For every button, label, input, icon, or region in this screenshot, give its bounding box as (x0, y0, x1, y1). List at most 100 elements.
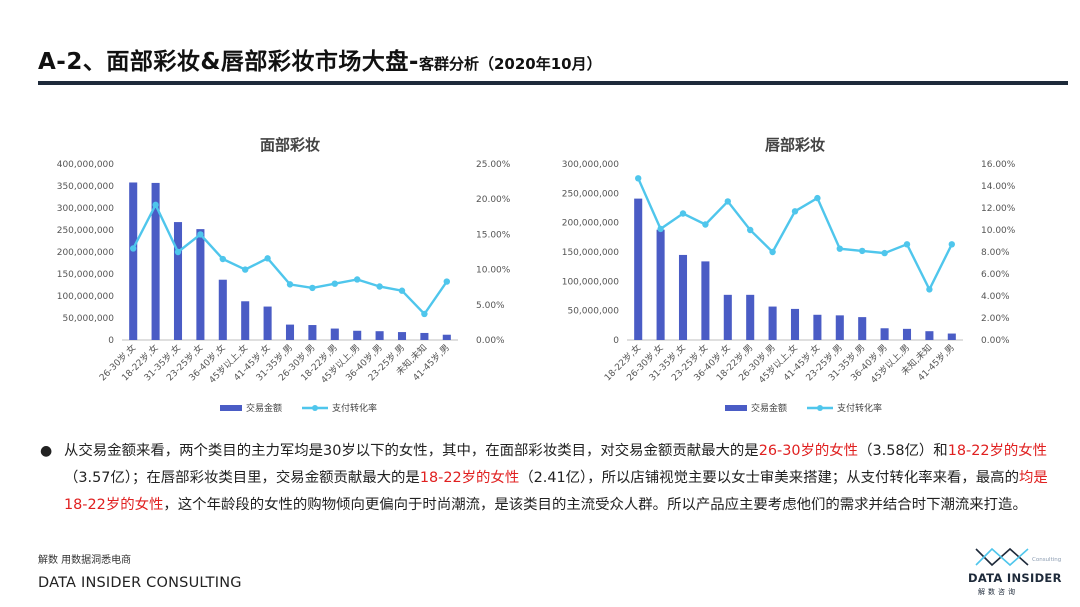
bar (129, 182, 138, 340)
conversion-rate-point (264, 255, 271, 262)
conversion-rate-point (769, 248, 776, 256)
bar (858, 317, 867, 340)
y2-tick-label: 4.00% (981, 292, 1010, 302)
bar (880, 328, 889, 340)
y-tick-label: 50,000,000 (62, 314, 114, 324)
bar (790, 308, 800, 340)
conversion-rate-point (174, 248, 182, 256)
y-tick-label: 100,000,000 (562, 277, 620, 287)
summary-text: ● 从交易金额来看，两个类目的主力军均是30岁以下的女性，其中，在面部彩妆类目，… (40, 438, 1050, 519)
brand-cn: 解数咨询 (978, 588, 1018, 596)
bar (902, 328, 912, 340)
y-tick-label: 200,000,000 (57, 248, 115, 258)
summary-highlight: 18-22岁的女性 (947, 443, 1048, 459)
conversion-rate-point (152, 201, 159, 209)
bar (746, 294, 755, 340)
bar (656, 229, 665, 340)
bar (701, 261, 710, 340)
conversion-rate-point (354, 276, 361, 283)
legend-label: 支付转化率 (332, 402, 377, 414)
y-tick-label: 250,000,000 (57, 226, 115, 236)
chart-title: 唇部彩妆 (765, 136, 825, 154)
conversion-rate-point (197, 231, 204, 238)
conversion-rate-point (948, 241, 955, 248)
y2-tick-label: 8.00% (981, 248, 1010, 258)
bar (768, 306, 777, 340)
bar (151, 182, 160, 340)
y-tick-label: 50,000,000 (567, 307, 619, 317)
y2-tick-label: 25.00% (476, 160, 511, 170)
conversion-rate-point (398, 287, 406, 294)
y2-tick-label: 10.00% (476, 266, 511, 276)
y-tick-label: 150,000,000 (57, 270, 115, 280)
conversion-rate-point (219, 255, 226, 263)
chart-lip-makeup: 唇部彩妆 0 50,000,000 100,000,000 150,000,000 200… (535, 128, 1035, 432)
y-tick-label: 0 (108, 336, 114, 346)
brand-logo-icon (975, 547, 1029, 567)
y2-tick-label: 12.00% (981, 204, 1016, 214)
legend-bar-swatch (725, 405, 747, 411)
footer-tagline: 解数 用数据洞悉电商 (38, 555, 132, 566)
bar (397, 332, 407, 340)
bar (196, 229, 205, 340)
legend-label: 支付转化率 (837, 402, 882, 414)
y-tick-label: 100,000,000 (57, 292, 115, 302)
conversion-rate-point (702, 221, 709, 228)
bar (420, 332, 429, 340)
brand-name: DATA INSIDER (968, 571, 1062, 585)
conversion-rate-point (376, 283, 383, 290)
conversion-rate-point (926, 286, 933, 293)
bar (330, 328, 339, 340)
summary-segment: ，这个年龄段的女性的购物倾向更偏向于时尚潮流，是该类目的主流受众人群。所以产品应… (163, 497, 1027, 513)
conversion-rate-point (657, 225, 664, 233)
legend-bar-swatch (220, 405, 242, 411)
bar (723, 294, 732, 340)
summary-segment: 从交易金额来看，两个类目的主力军均是30岁以下的女性，其中，在面部彩妆类目，对交… (64, 443, 759, 459)
bar (218, 279, 227, 340)
y-tick-label: 300,000,000 (562, 160, 620, 170)
y2-tick-label: 14.00% (981, 182, 1016, 192)
y2-tick-label: 6.00% (981, 270, 1010, 280)
bullet-icon: ● (40, 443, 53, 459)
conversion-rate-point (747, 226, 754, 234)
conversion-rate-point (331, 280, 338, 287)
bar (925, 331, 934, 340)
summary-segment: （2.41亿），所以店铺视觉主要以女士审美来搭建；从支付转化率来看，最高的 (519, 470, 1019, 486)
conversion-rate-point (130, 245, 137, 252)
y2-tick-label: 16.00% (981, 160, 1016, 170)
page-title-main: A-2、面部彩妆&唇部彩妆市场大盘 (38, 49, 409, 75)
conversion-rate-point (286, 281, 294, 288)
bar (173, 222, 183, 340)
title-divider (38, 81, 1068, 85)
y2-tick-label: 15.00% (476, 230, 511, 240)
conversion-rate-point (309, 284, 316, 292)
summary-segment: （3.57亿）；在唇部彩妆类目里，交易金额贡献最大的是 (64, 470, 420, 486)
summary-highlight: 均是18-22岁的女性 (64, 470, 1048, 513)
bar (308, 325, 317, 340)
y-tick-label: 150,000,000 (562, 248, 620, 258)
bar (285, 324, 295, 340)
page-title-sub: 客群分析（2020年10月） (418, 55, 602, 73)
y-tick-label: 300,000,000 (57, 204, 115, 214)
conversion-rate-point (421, 310, 428, 318)
page-title-dash: - (408, 49, 419, 75)
chart-title: 面部彩妆 (260, 136, 320, 154)
conversion-rate-point (903, 241, 911, 248)
brand-logo: Consulting DATA INSIDER 解数咨询 (968, 543, 1064, 601)
y2-tick-label: 10.00% (981, 226, 1016, 236)
chart-lip-makeup-svg: 唇部彩妆 0 50,000,000 100,000,000 150,000,000 200… (562, 136, 1016, 414)
y2-tick-label: 0.00% (476, 336, 505, 346)
footer-company: DATA INSIDER CONSULTING (38, 575, 242, 591)
bar (678, 254, 688, 340)
bar (263, 306, 272, 340)
chart-face-makeup-svg: 面部彩妆 0 50,000,000 100,000,000 150,000,000 200… (57, 136, 511, 414)
bar (241, 301, 250, 340)
bar (813, 314, 822, 340)
y2-tick-label: 20.00% (476, 195, 511, 205)
y-tick-label: 350,000,000 (57, 182, 115, 192)
bar (835, 315, 844, 340)
conversion-rate-point (814, 194, 821, 202)
conversion-rate-point (859, 247, 866, 255)
summary-highlight: 26-30岁的女性 (758, 443, 859, 459)
bar (634, 198, 643, 340)
